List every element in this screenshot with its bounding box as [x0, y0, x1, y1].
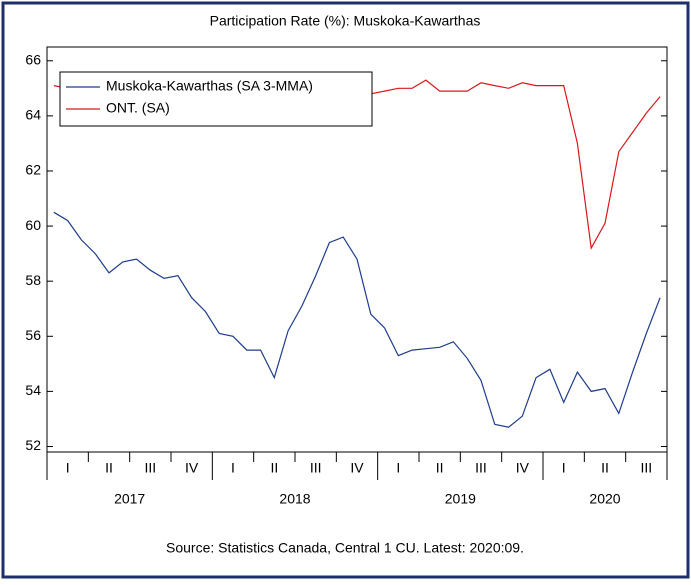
- y-tick-label: 56: [25, 327, 41, 343]
- x-tick-label: II: [105, 460, 113, 476]
- x-tick-label: IV: [350, 460, 364, 476]
- x-tick-label: IV: [516, 460, 530, 476]
- x-tick-label: IV: [185, 460, 199, 476]
- y-tick-label: 64: [25, 107, 41, 123]
- year-label: 2018: [279, 491, 310, 507]
- y-tick-label: 58: [25, 272, 41, 288]
- year-label: 2020: [589, 491, 620, 507]
- y-tick-label: 52: [25, 437, 41, 453]
- legend-box: [59, 71, 373, 127]
- series-line: [53, 211, 661, 428]
- year-label: 2017: [114, 491, 145, 507]
- x-tick-label: I: [562, 460, 566, 476]
- y-tick-label: 60: [25, 217, 41, 233]
- x-tick-label: III: [475, 460, 487, 476]
- x-tick-label: II: [601, 460, 609, 476]
- x-tick-label: II: [436, 460, 444, 476]
- legend-label: ONT. (SA): [106, 100, 170, 116]
- chart-title: Participation Rate (%): Muskoka-Kawartha…: [210, 13, 481, 29]
- y-tick-label: 54: [25, 382, 41, 398]
- x-tick-label: II: [270, 460, 278, 476]
- year-label: 2019: [445, 491, 476, 507]
- x-tick-label: III: [640, 460, 652, 476]
- x-tick-label: III: [144, 460, 156, 476]
- plot-frame: [46, 46, 668, 453]
- x-tick-label: I: [396, 460, 400, 476]
- x-tick-label: I: [231, 460, 235, 476]
- x-tick-label: I: [66, 460, 70, 476]
- y-tick-label: 66: [25, 51, 41, 67]
- source-note: Source: Statistics Canada, Central 1 CU.…: [166, 540, 524, 556]
- x-tick-label: III: [310, 460, 322, 476]
- legend-label: Muskoka-Kawarthas (SA 3-MMA): [106, 78, 313, 94]
- y-tick-label: 62: [25, 162, 41, 178]
